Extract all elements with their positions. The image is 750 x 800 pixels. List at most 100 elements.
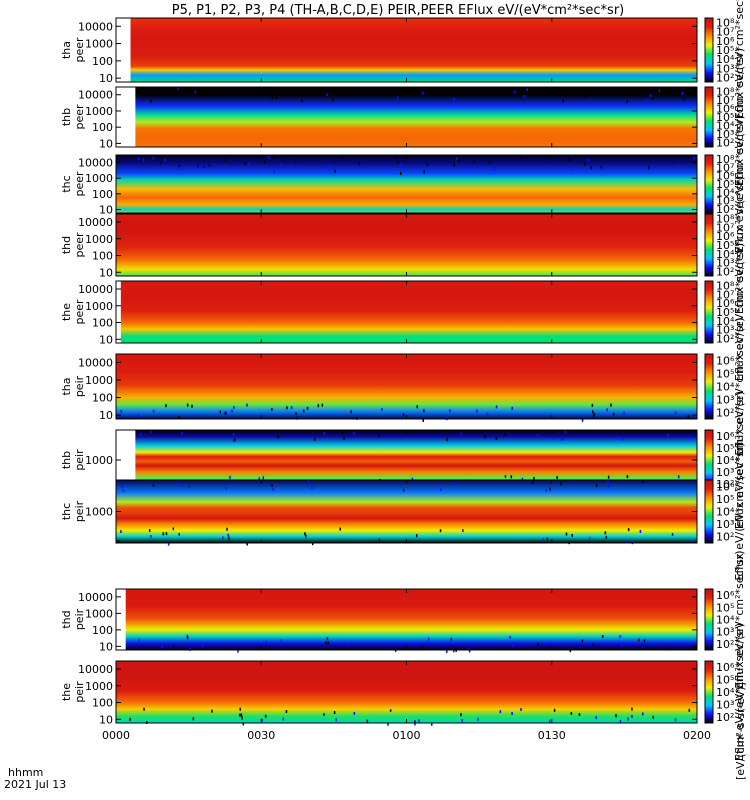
y-label-thd_peir: thd — [60, 610, 73, 628]
colorbar-tick-tha_peer: 10⁴ — [716, 53, 735, 66]
colorbar-label-thb_peer: Eflux eV/(eV*cm²*sec*sr) — [733, 48, 746, 186]
y-tick-label-tha_peer: 100 — [92, 55, 113, 68]
colorbar-tick-tha_peer: 10³ — [716, 62, 734, 75]
colorbar-tick-thb_peir: 10⁵ — [716, 442, 734, 455]
colorbar-thc_peer — [704, 154, 714, 214]
colorbar-tick-the_peer: 10⁶ — [716, 297, 735, 310]
colorbar-tick-thd_peer: 10⁵ — [716, 239, 734, 252]
colorbar-tick-thb_peir: 10² — [716, 478, 734, 491]
y-sublabel-thc_peir: peir — [73, 500, 86, 522]
colorbar-tick-thb_peer: 10⁶ — [716, 102, 735, 115]
colorbar-label-thd_peir: Eflux eV/(eV*cm²*sec*sr) — [733, 550, 746, 688]
colorbar-tick-thc_peer: 10⁶ — [716, 170, 735, 183]
colorbar-tick-thd_peer: 10⁷ — [716, 221, 734, 234]
colorbar-tick-thc_peir: 10⁵ — [716, 493, 734, 506]
y-sublabel-thb_peir: peir — [73, 449, 86, 471]
heatmap-thd_peer — [116, 214, 697, 276]
colorbar-tick-tha_peer: 10² — [716, 71, 734, 84]
y-label-thb_peir: thb — [60, 451, 73, 469]
y-tick-label-thd_peer: 100 — [92, 250, 113, 263]
colorbar-tick-thc_peir: 10³ — [716, 518, 734, 531]
y-tick-label-the_peir: 10 — [99, 713, 113, 726]
colorbar-tick-thc_peer: 10² — [716, 203, 734, 216]
colorbar-thd_peer — [704, 213, 714, 277]
colorbar-tick-the_peer: 10³ — [716, 324, 734, 337]
colorbar-label-thc_peir: Eflux eV/(eV*cm²*sec*sr) — [733, 442, 746, 580]
colorbar-tick-thd_peir: 10⁶ — [716, 589, 735, 602]
heatmap-texture-thc_peer — [130, 155, 696, 176]
y-label-thc_peer: thc — [60, 175, 73, 192]
y-tick-label-tha_peir: 100 — [92, 392, 113, 405]
y-label-the_peer: the — [60, 303, 73, 321]
colorbar-tick-the_peer: 10⁴ — [716, 315, 735, 328]
figure-title: P5, P1, P2, P3, P4 (TH-A,B,C,D,E) PEIR,P… — [172, 3, 625, 18]
colorbar-label-tha_peer: Eflux eV/(eV*cm²*sec*sr) — [733, 0, 746, 119]
colorbar-tick-the_peir: 10⁶ — [716, 661, 735, 674]
y-tick-label-thd_peir: 1000 — [85, 607, 113, 620]
colorbar-tick-the_peir: 10³ — [716, 698, 734, 711]
y-tick-label-thc_peer: 1000 — [85, 172, 113, 185]
colorbar-tick-thb_peer: 10⁸ — [716, 85, 735, 98]
colorbar-tick-thb_peer: 10² — [716, 137, 734, 150]
colorbar-tick-thd_peir: 10⁴ — [716, 614, 735, 627]
y-tick-label-thc_peer: 10 — [99, 204, 113, 217]
colorbar-label-thb_peir: Eflux eV/(eV*cm²*sec*sr) — [733, 391, 746, 529]
colorbar-tick-thc_peer: 10⁷ — [716, 161, 734, 174]
colorbar-tick-the_peer: 10⁸ — [716, 279, 735, 292]
colorbar-tick-thc_peir: 10⁴ — [716, 506, 735, 519]
heatmap-texture-thc_peir — [117, 480, 691, 546]
colorbar-tick-the_peer: 10⁵ — [716, 306, 734, 319]
x-tick-label: 0130 — [538, 729, 566, 742]
date-label: 2021 Jul 13 — [4, 778, 66, 791]
heatmap-texture-the_peir — [129, 707, 691, 726]
y-tick-label-the_peir: 100 — [92, 697, 113, 710]
x-tick-label: 0200 — [683, 729, 711, 742]
colorbar-tick-thb_peir: 10⁴ — [716, 454, 735, 467]
colorbar-tick-the_peir: 10⁵ — [716, 674, 734, 687]
colorbar-tick-thb_peir: 10³ — [716, 466, 734, 479]
colorbar-tick-tha_peir: 10³ — [716, 394, 734, 407]
x-tick-label: 0100 — [393, 729, 421, 742]
heatmap-the_peer — [120, 281, 697, 343]
heatmap-texture-thb_peer — [136, 87, 685, 104]
colorbar-tick-thd_peir: 10² — [716, 638, 734, 651]
heatmap-thb_peer — [135, 87, 697, 147]
colorbar-tick-tha_peir: 10² — [716, 407, 734, 420]
colorbar-tick-thc_peir: 10² — [716, 531, 734, 544]
heatmap-thd_peir — [125, 589, 697, 650]
y-tick-label-thd_peer: 1000 — [85, 233, 113, 246]
colorbar-label-thc_peer: Eflux eV/(eV*cm²*sec*sr) — [733, 115, 746, 253]
colorbar-label-tha_peir: Eflux eV/(eV*cm²*sec*sr) — [733, 317, 746, 455]
y-tick-label-the_peir: 10000 — [78, 663, 113, 676]
y-sublabel-the_peer: peer — [73, 299, 86, 325]
y-sublabel-thd_peer: peer — [73, 232, 86, 258]
colorbar-tick-thd_peer: 10⁶ — [716, 230, 735, 243]
colorbar-tick-thb_peer: 10³ — [716, 128, 734, 141]
y-tick-label-thd_peir: 10 — [99, 640, 113, 653]
colorbar-tick-thd_peer: 10⁴ — [716, 248, 735, 261]
y-label-the_peir: the — [60, 683, 73, 701]
colorbar-tick-tha_peer: 10⁷ — [716, 26, 734, 39]
colorbar-tick-tha_peir: 10⁴ — [716, 381, 735, 394]
colorbar-tick-the_peir: 10⁴ — [716, 686, 735, 699]
colorbar-tick-thc_peer: 10⁸ — [716, 153, 735, 166]
y-tick-label-the_peer: 1000 — [85, 300, 113, 313]
colorbar-tick-thc_peer: 10⁴ — [716, 186, 735, 199]
colorbar-tick-the_peir: 10² — [716, 711, 734, 724]
colorbar-thb_peer — [704, 86, 714, 148]
colorbar-tick-tha_peir: 10⁶ — [716, 355, 735, 368]
y-tick-label-thd_peer: 10000 — [78, 216, 113, 229]
y-tick-label-thb_peer: 1000 — [85, 105, 113, 118]
y-label-thb_peer: thb — [60, 108, 73, 126]
y-tick-label-thb_peer: 100 — [92, 121, 113, 134]
y-tick-label-thd_peer: 10 — [99, 266, 113, 279]
y-tick-label-thd_peir: 100 — [92, 624, 113, 637]
colorbar-label-thd_peer: Eflux eV/(eV*cm²*sec*sr) — [733, 176, 746, 314]
colorbar-tick-tha_peer: 10⁸ — [716, 17, 735, 30]
y-sublabel-thc_peer: peer — [73, 171, 86, 197]
